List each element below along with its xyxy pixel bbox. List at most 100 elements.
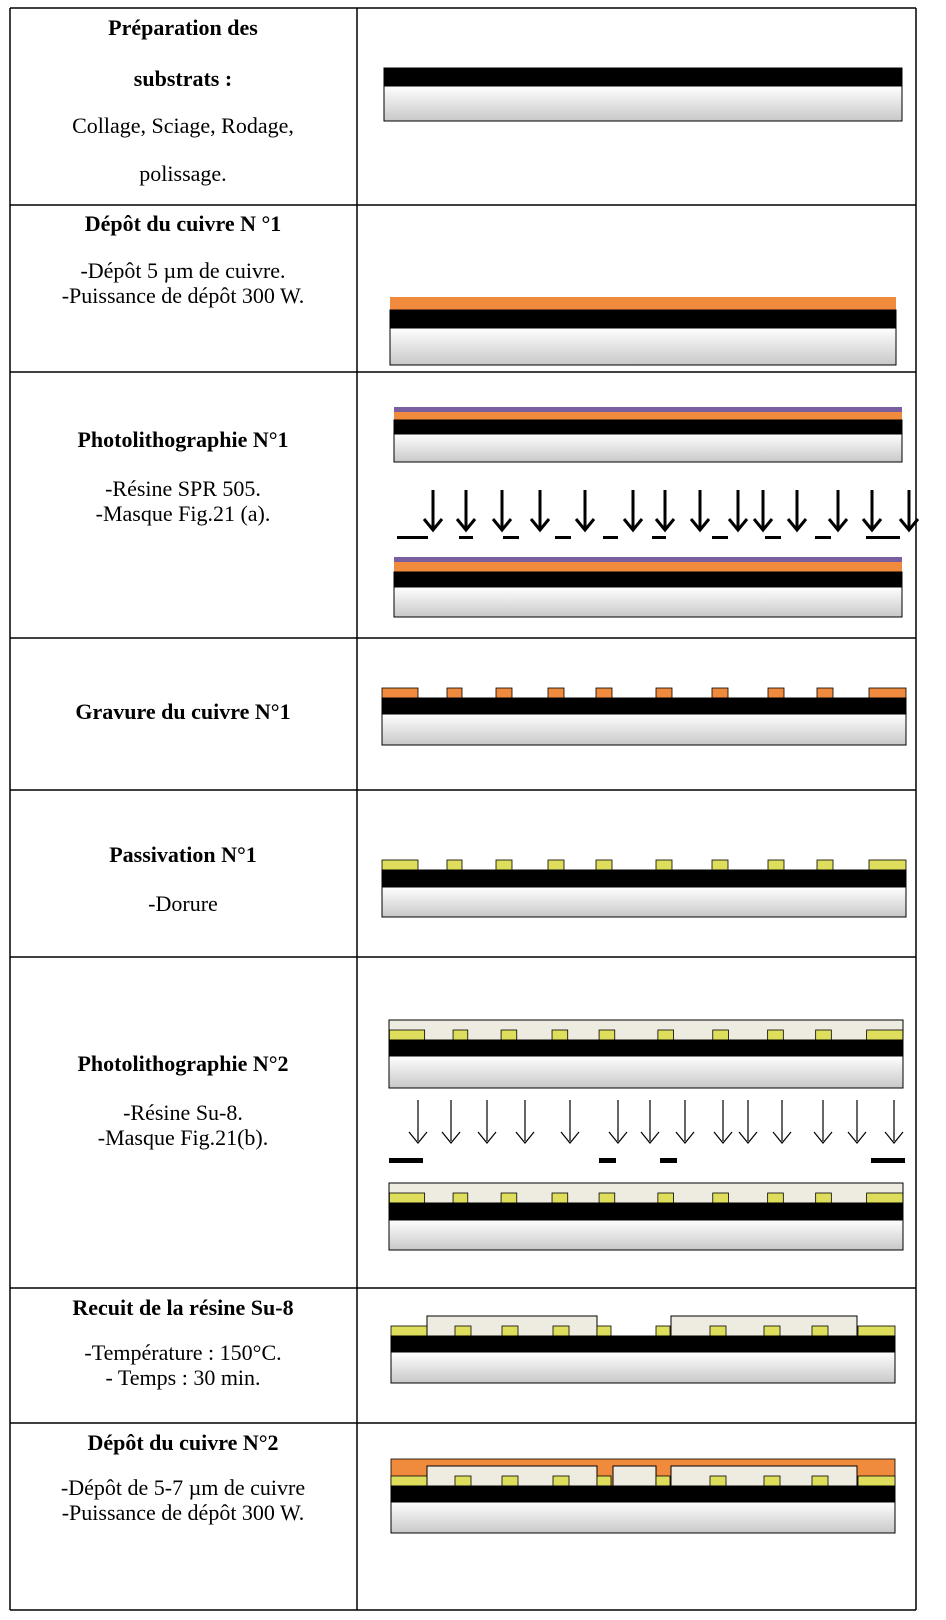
- su8-block: [612, 1465, 657, 1487]
- pad: [767, 1192, 784, 1204]
- pad: [709, 1325, 727, 1337]
- arrow-head: [772, 1131, 792, 1144]
- mask-bar: [866, 536, 900, 539]
- step-title: Préparation des: [108, 15, 258, 40]
- step-title: Photolithographie N°2: [77, 1051, 288, 1076]
- arrow-head: [441, 1131, 461, 1144]
- pad: [552, 1475, 570, 1487]
- step-title: Gravure du cuivre N°1: [75, 699, 290, 724]
- mask-bar: [652, 536, 666, 539]
- resist-layer: [394, 407, 902, 412]
- step-detail: - Temps : 30 min.: [105, 1365, 260, 1390]
- arrow-head: [861, 518, 883, 533]
- pad: [709, 1475, 727, 1487]
- pad: [811, 1475, 829, 1487]
- step-title: Recuit de la résine Su-8: [72, 1295, 293, 1320]
- arrow-head: [515, 1131, 535, 1144]
- pad: [551, 1029, 569, 1041]
- substrate: [388, 1055, 904, 1089]
- arrow-head: [898, 518, 920, 533]
- pad: [595, 859, 613, 871]
- substrate: [393, 586, 903, 618]
- step-title: Passivation N°1: [109, 842, 257, 867]
- pad: [446, 687, 463, 699]
- step-detail: -Résine SPR 505.: [105, 476, 261, 501]
- step-detail: -Résine Su-8.: [123, 1100, 243, 1125]
- copper-layer: [390, 297, 896, 310]
- pad: [767, 1029, 784, 1041]
- arrow-head: [422, 518, 444, 533]
- pad: [381, 859, 419, 871]
- substrate: [383, 85, 903, 122]
- copper-layer: [394, 562, 902, 572]
- pad: [868, 859, 907, 871]
- mask-bar: [765, 536, 781, 539]
- pad: [655, 1325, 671, 1337]
- arrow-head: [491, 518, 513, 533]
- black-layer: [388, 1202, 904, 1221]
- pad: [655, 1475, 671, 1487]
- arrow-head: [727, 518, 749, 533]
- pad: [711, 859, 729, 871]
- arrow-head: [689, 518, 711, 533]
- pad: [551, 1192, 569, 1204]
- pad: [390, 1325, 428, 1337]
- black-layer: [390, 1485, 896, 1503]
- mask-bar: [397, 536, 428, 539]
- pad: [388, 1029, 426, 1041]
- mask-bar: [712, 536, 728, 539]
- pad: [655, 687, 673, 699]
- pad: [655, 859, 673, 871]
- arrow-head: [408, 1131, 428, 1144]
- mask-bar: [871, 1158, 905, 1163]
- step-title: Dépôt du cuivre N°2: [87, 1430, 278, 1455]
- pad: [868, 687, 907, 699]
- pad: [547, 687, 565, 699]
- substrate: [390, 1501, 896, 1534]
- pad: [815, 1192, 832, 1204]
- pad: [454, 1325, 472, 1337]
- mask-bar: [459, 536, 473, 539]
- arrow-head: [622, 518, 644, 533]
- step-detail: -Puissance de dépôt 300 W.: [62, 283, 305, 308]
- pad: [388, 1192, 426, 1204]
- black-layer: [393, 419, 903, 435]
- mask-bar: [555, 536, 571, 539]
- pad: [500, 1192, 518, 1204]
- arrow-head: [827, 518, 849, 533]
- pad: [857, 1475, 896, 1487]
- black-layer: [383, 67, 903, 87]
- pad: [657, 1192, 674, 1204]
- pad: [452, 1192, 469, 1204]
- step-detail: -Température : 150°C.: [84, 1340, 281, 1365]
- pad: [495, 687, 513, 699]
- pad: [381, 687, 419, 699]
- substrate: [393, 433, 903, 463]
- pad: [495, 859, 513, 871]
- step-detail: Collage, Sciage, Rodage,: [72, 113, 294, 138]
- arrow-head: [560, 1131, 580, 1144]
- pad: [595, 687, 613, 699]
- arrow-head: [738, 1131, 758, 1144]
- arrow-head: [529, 518, 551, 533]
- mask-bar: [599, 1158, 616, 1163]
- step-detail: -Dorure: [148, 891, 218, 916]
- arrow-head: [477, 1131, 497, 1144]
- pad: [454, 1475, 472, 1487]
- substrate: [381, 713, 907, 746]
- pad: [866, 1029, 904, 1041]
- arrow-head: [654, 518, 676, 533]
- arrow-head: [813, 1131, 833, 1144]
- black-layer: [390, 1335, 896, 1353]
- black-layer: [393, 571, 903, 588]
- arrow-head: [847, 1131, 867, 1144]
- pad: [763, 1325, 781, 1337]
- arrow-head: [574, 518, 596, 533]
- pad: [596, 1325, 612, 1337]
- pad: [390, 1475, 428, 1487]
- pad: [712, 1192, 729, 1204]
- arrow-head: [675, 1131, 695, 1144]
- pad: [857, 1325, 896, 1337]
- pad: [501, 1325, 519, 1337]
